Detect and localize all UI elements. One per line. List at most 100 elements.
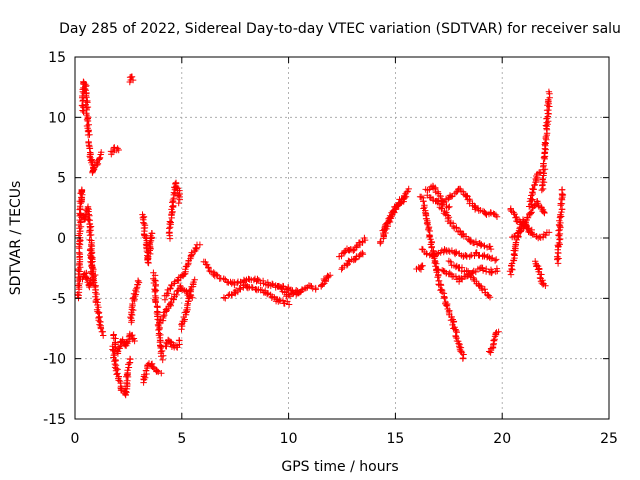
- data-point: [123, 339, 131, 346]
- data-point: [312, 284, 319, 292]
- series-seg-39: [509, 221, 553, 242]
- y-tick-label: 0: [57, 231, 66, 247]
- data-point: [166, 218, 174, 225]
- data-point: [452, 273, 460, 280]
- data-point: [85, 216, 92, 224]
- data-point: [493, 256, 500, 263]
- series-seg-40: [526, 169, 544, 210]
- data-point: [540, 208, 548, 216]
- data-point: [544, 121, 551, 128]
- data-point: [83, 97, 90, 105]
- data-point: [242, 281, 250, 288]
- y-tick-labels: -15 -10 -5 0 5 10 15: [43, 50, 66, 428]
- data-point: [431, 259, 438, 267]
- data-point: [427, 251, 435, 258]
- data-point: [538, 271, 545, 278]
- data-point: [401, 194, 408, 202]
- data-point: [463, 267, 470, 274]
- data-point: [447, 258, 454, 266]
- data-point: [529, 196, 536, 203]
- data-point: [545, 229, 553, 236]
- y-tick-label: -15: [43, 412, 66, 428]
- data-point: [541, 209, 548, 217]
- data-point: [163, 290, 171, 297]
- data-point: [269, 281, 277, 288]
- data-point: [96, 154, 104, 161]
- series-seg-23: [318, 272, 334, 290]
- data-point: [160, 313, 167, 320]
- data-point: [159, 356, 166, 364]
- series-seg-19: [178, 276, 198, 333]
- data-point: [196, 241, 204, 248]
- data-point: [470, 274, 477, 281]
- data-point: [89, 269, 96, 277]
- data-point: [274, 283, 282, 290]
- data-point: [178, 321, 185, 328]
- data-point: [517, 228, 524, 235]
- data-point: [359, 249, 366, 257]
- data-point: [162, 306, 170, 313]
- data-point: [487, 209, 494, 216]
- data-point: [172, 180, 179, 188]
- data-point: [93, 296, 100, 303]
- data-point: [236, 285, 243, 292]
- data-point: [487, 255, 495, 262]
- data-point: [81, 85, 89, 93]
- data-point: [439, 197, 446, 204]
- chart-title: Day 285 of 2022, Sidereal Day-to-day VTE…: [59, 21, 621, 37]
- data-point: [264, 290, 271, 298]
- data-point: [125, 364, 133, 371]
- data-point: [458, 275, 465, 282]
- data-point: [435, 266, 442, 273]
- data-point: [234, 279, 241, 287]
- data-point: [187, 286, 195, 294]
- data-point: [133, 285, 140, 292]
- data-point: [166, 285, 174, 293]
- data-point: [134, 277, 142, 285]
- data-point: [436, 281, 443, 289]
- data-point: [559, 186, 566, 193]
- data-point: [466, 253, 473, 260]
- data-point: [479, 267, 487, 274]
- data-point: [191, 276, 198, 283]
- data-point: [490, 337, 497, 344]
- data-point: [482, 210, 489, 217]
- data-point: [278, 285, 285, 292]
- series-seg-11: [127, 277, 143, 326]
- data-point: [234, 288, 241, 296]
- data-point: [513, 236, 520, 244]
- data-point: [539, 175, 546, 183]
- data-point: [241, 277, 249, 285]
- data-point: [290, 290, 297, 298]
- series-seg-18: [161, 241, 204, 303]
- data-point: [78, 198, 85, 206]
- data-point: [521, 221, 529, 228]
- data-point: [434, 274, 441, 281]
- data-point: [89, 278, 97, 286]
- series-seg-05: [85, 138, 105, 176]
- data-point: [167, 219, 174, 226]
- series-seg-13: [140, 360, 165, 386]
- data-point: [76, 228, 84, 235]
- data-point: [142, 374, 149, 381]
- data-point: [419, 262, 426, 269]
- data-point: [541, 139, 549, 146]
- data-point: [423, 220, 431, 227]
- data-point: [557, 200, 564, 207]
- data-point: [176, 196, 183, 203]
- series-seg-36: [486, 328, 502, 356]
- data-point: [558, 206, 566, 213]
- y-tick-label: 15: [48, 50, 66, 66]
- y-tick-label: -10: [43, 352, 66, 368]
- data-point: [353, 243, 360, 250]
- data-point: [175, 337, 183, 344]
- data-point: [445, 204, 452, 211]
- data-point: [421, 203, 428, 211]
- data-point: [535, 268, 542, 275]
- data-point: [487, 245, 495, 253]
- series-seg-28: [416, 193, 467, 362]
- data-point: [455, 340, 462, 347]
- data-point: [443, 301, 450, 309]
- data-point: [377, 238, 385, 245]
